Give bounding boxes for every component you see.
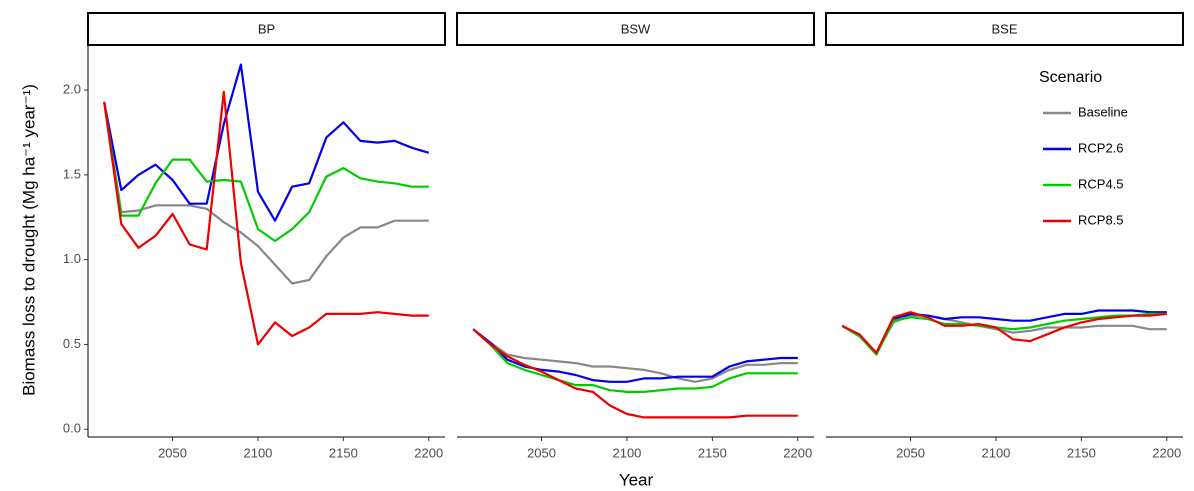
facet-strip [456, 12, 815, 46]
legend-title: Scenario [1039, 69, 1102, 86]
series-line [841, 314, 1167, 354]
facet-strip [825, 12, 1184, 46]
legend-label: Baseline [1078, 104, 1128, 119]
y-axis-title: Biomass loss to drought (Mg ha⁻¹ year⁻¹) [19, 84, 38, 396]
y-tick-label: 0.0 [63, 421, 81, 436]
x-tick-label: 2100 [243, 445, 272, 460]
series-line [472, 328, 798, 393]
y-tick-label: 0.5 [63, 336, 81, 351]
series-line [841, 311, 1167, 354]
series-line [472, 328, 798, 383]
x-tick-label: 2100 [612, 445, 641, 460]
series-line [472, 328, 798, 419]
y-tick-label: 1.0 [63, 251, 81, 266]
y-tick-label: 2.0 [63, 82, 81, 97]
series-line [841, 312, 1167, 356]
x-tick-label: 2200 [1152, 445, 1181, 460]
facet-title: BSW [621, 21, 651, 36]
series-line [103, 101, 429, 243]
facet-title: BP [258, 21, 275, 36]
x-tick-label: 2100 [981, 445, 1010, 460]
series-line [103, 90, 429, 346]
legend-label: RCP2.6 [1078, 140, 1124, 155]
x-tick-label: 2150 [698, 445, 727, 460]
series-line [103, 63, 430, 222]
x-tick-label: 2200 [783, 445, 812, 460]
x-tick-label: 2050 [527, 445, 556, 460]
y-tick-label: 1.5 [63, 166, 81, 181]
facet-title: BSE [991, 21, 1017, 36]
x-tick-label: 2050 [158, 445, 187, 460]
legend-label: RCP8.5 [1078, 212, 1124, 227]
series-line [841, 309, 1167, 354]
x-tick-label: 2150 [329, 445, 358, 460]
x-tick-label: 2200 [414, 445, 443, 460]
series-line [103, 101, 429, 285]
x-axis-title: Year [619, 470, 654, 489]
x-tick-label: 2150 [1067, 445, 1096, 460]
x-tick-label: 2050 [896, 445, 925, 460]
facet-strip [87, 12, 446, 46]
legend-label: RCP4.5 [1078, 176, 1124, 191]
